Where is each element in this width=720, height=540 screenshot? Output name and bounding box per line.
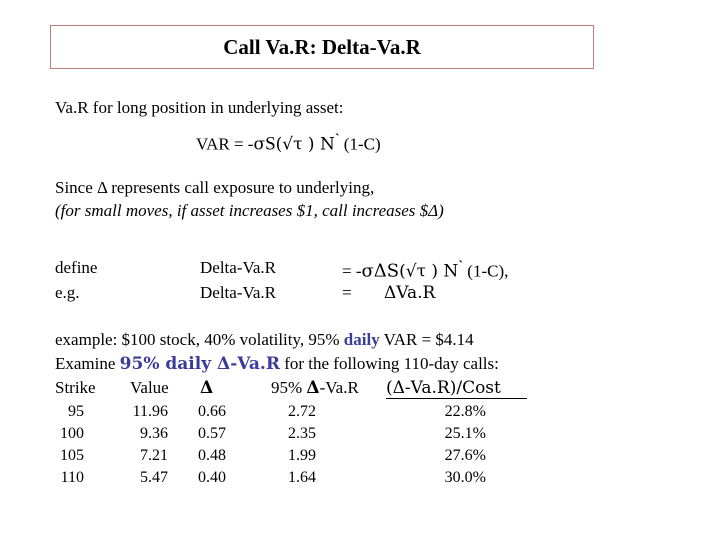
table-header-value: Value [130,378,169,397]
formula-s: S [265,133,276,155]
table-cell-ratio: 22.8% [444,403,486,420]
table-cell-strike: 100 [60,425,84,442]
ratio-label: (Δ-Va.R)/Cost [386,378,527,399]
table-cell-dvar: 1.99 [288,447,316,464]
formula-tail: (1-C) [343,134,381,154]
intro-heading: Va.R for long position in underlying ass… [55,98,344,117]
table-cell-value: 11.96 [132,403,168,420]
eg-label: e.g. [55,283,80,302]
table-header-strike: Strike [55,378,96,397]
table-cell-delta: 0.40 [198,469,226,486]
eg-eq-prefix: = [342,283,352,302]
table-cell-ratio: 25.1% [444,425,486,442]
table-cell-delta: 0.66 [198,403,226,420]
since-line-1: Since Δ represents call exposure to unde… [55,178,375,197]
table-cell-value: 5.47 [140,469,168,486]
eg-eq-rest: ΔVa.R [384,283,436,303]
examine-text-b: for the following 110-day calls: [279,354,499,373]
example-line-1: example: $100 stock, 40% volatility, 95%… [55,330,474,350]
formula-rest: (√τ ) N [275,134,335,155]
examine-text-a: Examine [55,354,120,373]
table-cell-dvar: 1.64 [288,469,316,486]
example-text-b: VAR = $4.14 [379,330,474,349]
table-header-delta: Δ [200,378,214,398]
table-cell-strike: 110 [60,469,84,486]
table-cell-strike: 95 [68,403,84,420]
table-header-ratio: (Δ-Va.R)/Cost [386,378,527,399]
table-cell-value: 9.36 [140,425,168,442]
example-text-a: example: $100 stock, 40% volatility, 95% [55,330,344,349]
table-cell-value: 7.21 [140,447,168,464]
example-line-2: Examine 95% daily Δ-Va.R for the followi… [55,354,499,374]
table-cell-ratio: 27.6% [444,447,486,464]
sigma-delta-s-symbol: σΔS [361,260,400,282]
table-cell-strike: 105 [60,447,84,464]
table-cell-ratio: 30.0% [444,469,486,486]
formula-prefix: VAR = - [196,134,254,154]
example-daily: daily [343,330,380,349]
table-cell-delta: 0.48 [198,447,226,464]
define-eq-tail: (1-C), [467,261,509,281]
define-equation: = -σΔS(√τ ) N` (1-C), [342,258,508,282]
dvar-delta-symbol: Δ [306,378,320,398]
eg-term: Delta-Va.R [200,283,277,302]
define-eq-prefix: = - [342,261,362,281]
define-eq-tick: ` [458,258,464,274]
examine-highlight: 95% daily Δ-Va.R [119,354,280,374]
table-cell-dvar: 2.35 [288,425,316,442]
formula-tick: ` [334,131,340,147]
title-box: Call Va.R: Delta-Va.R [50,25,594,69]
define-term: Delta-Va.R [200,258,277,277]
define-eq-rest: (√τ ) N [399,261,459,282]
dvar-post: -Va.R [319,378,359,397]
define-label: define [55,258,98,277]
sigma-symbol: σ [253,134,266,155]
table-cell-dvar: 2.72 [288,403,316,420]
var-formula: VAR = -σS(√τ ) N` (1-C) [196,131,381,156]
table-header-delta-var: 95% Δ-Va.R [271,378,359,398]
slide-title: Call Va.R: Delta-Va.R [223,35,421,59]
dvar-pre: 95% [271,378,307,397]
since-line-2: (for small moves, if asset increases $1,… [55,201,444,220]
table-cell-delta: 0.57 [198,425,226,442]
